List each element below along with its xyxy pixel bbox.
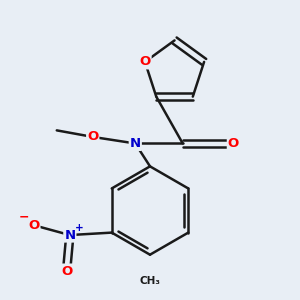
Text: O: O <box>228 137 239 150</box>
Text: +: + <box>75 223 83 233</box>
Text: CH₃: CH₃ <box>140 276 160 286</box>
Text: N: N <box>130 137 141 150</box>
Text: O: O <box>28 219 40 232</box>
Text: O: O <box>87 130 98 143</box>
Text: O: O <box>140 56 151 68</box>
Text: O: O <box>61 265 72 278</box>
Text: N: N <box>64 229 75 242</box>
Text: −: − <box>19 211 29 224</box>
